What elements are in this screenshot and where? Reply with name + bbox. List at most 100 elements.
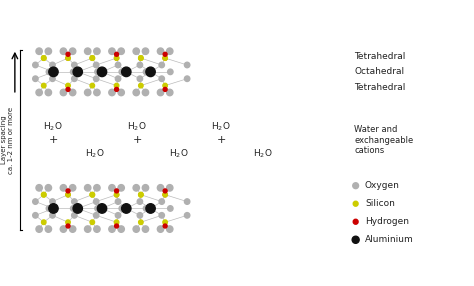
Circle shape — [137, 62, 143, 68]
Circle shape — [90, 56, 94, 60]
Circle shape — [50, 62, 55, 68]
Circle shape — [73, 204, 82, 213]
Circle shape — [163, 193, 167, 197]
Circle shape — [73, 67, 82, 77]
Text: Water and
exchangeable
cations: Water and exchangeable cations — [354, 125, 413, 155]
Circle shape — [114, 83, 119, 88]
Circle shape — [90, 192, 94, 197]
Text: Oxygen: Oxygen — [365, 181, 400, 190]
Text: H$_2$O: H$_2$O — [85, 147, 105, 160]
Circle shape — [119, 206, 125, 211]
Circle shape — [118, 89, 124, 96]
Circle shape — [159, 62, 164, 68]
Circle shape — [97, 67, 107, 77]
Circle shape — [50, 199, 55, 204]
Circle shape — [66, 193, 70, 197]
Circle shape — [66, 220, 70, 225]
Text: Tetrahedral: Tetrahedral — [354, 83, 406, 92]
Circle shape — [93, 199, 99, 204]
Circle shape — [60, 184, 66, 191]
Circle shape — [42, 192, 46, 197]
Circle shape — [157, 184, 164, 191]
Circle shape — [157, 48, 164, 54]
Circle shape — [122, 204, 131, 213]
Circle shape — [122, 67, 131, 77]
Circle shape — [118, 226, 124, 232]
Circle shape — [93, 212, 99, 218]
Circle shape — [90, 56, 94, 60]
Circle shape — [70, 48, 76, 54]
Circle shape — [184, 62, 190, 68]
Circle shape — [163, 56, 167, 60]
Circle shape — [142, 48, 149, 54]
Circle shape — [94, 226, 100, 232]
Circle shape — [71, 69, 76, 75]
Circle shape — [84, 89, 91, 96]
Text: Aluminium: Aluminium — [365, 235, 414, 244]
Circle shape — [138, 192, 143, 197]
Circle shape — [42, 192, 46, 197]
Circle shape — [50, 76, 55, 82]
Circle shape — [97, 204, 107, 213]
Circle shape — [42, 56, 46, 60]
Text: +: + — [48, 135, 58, 145]
Circle shape — [159, 199, 164, 204]
Circle shape — [45, 89, 52, 96]
Text: +: + — [217, 135, 226, 145]
Circle shape — [115, 224, 118, 228]
Circle shape — [159, 212, 164, 218]
Text: Octahedral: Octahedral — [354, 67, 404, 76]
Text: Silicon: Silicon — [365, 199, 395, 208]
Circle shape — [45, 184, 52, 191]
Circle shape — [70, 226, 76, 232]
Text: H$_2$O: H$_2$O — [43, 121, 63, 133]
Circle shape — [72, 76, 77, 82]
Circle shape — [93, 76, 99, 82]
Circle shape — [163, 189, 167, 193]
Circle shape — [163, 56, 167, 60]
Circle shape — [109, 184, 115, 191]
Circle shape — [36, 48, 42, 54]
Circle shape — [95, 206, 100, 211]
Circle shape — [133, 184, 139, 191]
Circle shape — [50, 212, 55, 218]
Circle shape — [60, 89, 66, 96]
Circle shape — [49, 204, 58, 213]
Circle shape — [60, 226, 66, 232]
Circle shape — [49, 67, 58, 77]
Text: Tetrahedral: Tetrahedral — [354, 52, 406, 61]
Circle shape — [353, 183, 358, 189]
Circle shape — [142, 184, 149, 191]
Circle shape — [66, 52, 70, 56]
Circle shape — [66, 192, 70, 197]
Circle shape — [45, 226, 52, 232]
Circle shape — [137, 212, 143, 218]
Circle shape — [84, 48, 91, 54]
Circle shape — [95, 69, 100, 75]
Circle shape — [163, 88, 167, 92]
Circle shape — [138, 56, 143, 60]
Circle shape — [115, 76, 121, 82]
Circle shape — [66, 56, 70, 60]
Circle shape — [90, 192, 94, 197]
Circle shape — [133, 226, 139, 232]
Circle shape — [94, 89, 100, 96]
Circle shape — [46, 69, 52, 75]
Circle shape — [115, 52, 118, 56]
Circle shape — [159, 76, 164, 82]
Circle shape — [66, 224, 70, 228]
Circle shape — [36, 226, 42, 232]
Circle shape — [166, 184, 173, 191]
Circle shape — [138, 56, 143, 60]
Circle shape — [115, 189, 118, 193]
Circle shape — [157, 89, 164, 96]
Circle shape — [60, 48, 66, 54]
Circle shape — [163, 52, 167, 56]
Circle shape — [142, 89, 149, 96]
Circle shape — [166, 89, 173, 96]
Circle shape — [70, 184, 76, 191]
Text: Layer spacing
ca. 1-2 nm or more: Layer spacing ca. 1-2 nm or more — [1, 107, 14, 174]
Circle shape — [66, 83, 70, 88]
Circle shape — [36, 184, 42, 191]
Circle shape — [166, 226, 173, 232]
